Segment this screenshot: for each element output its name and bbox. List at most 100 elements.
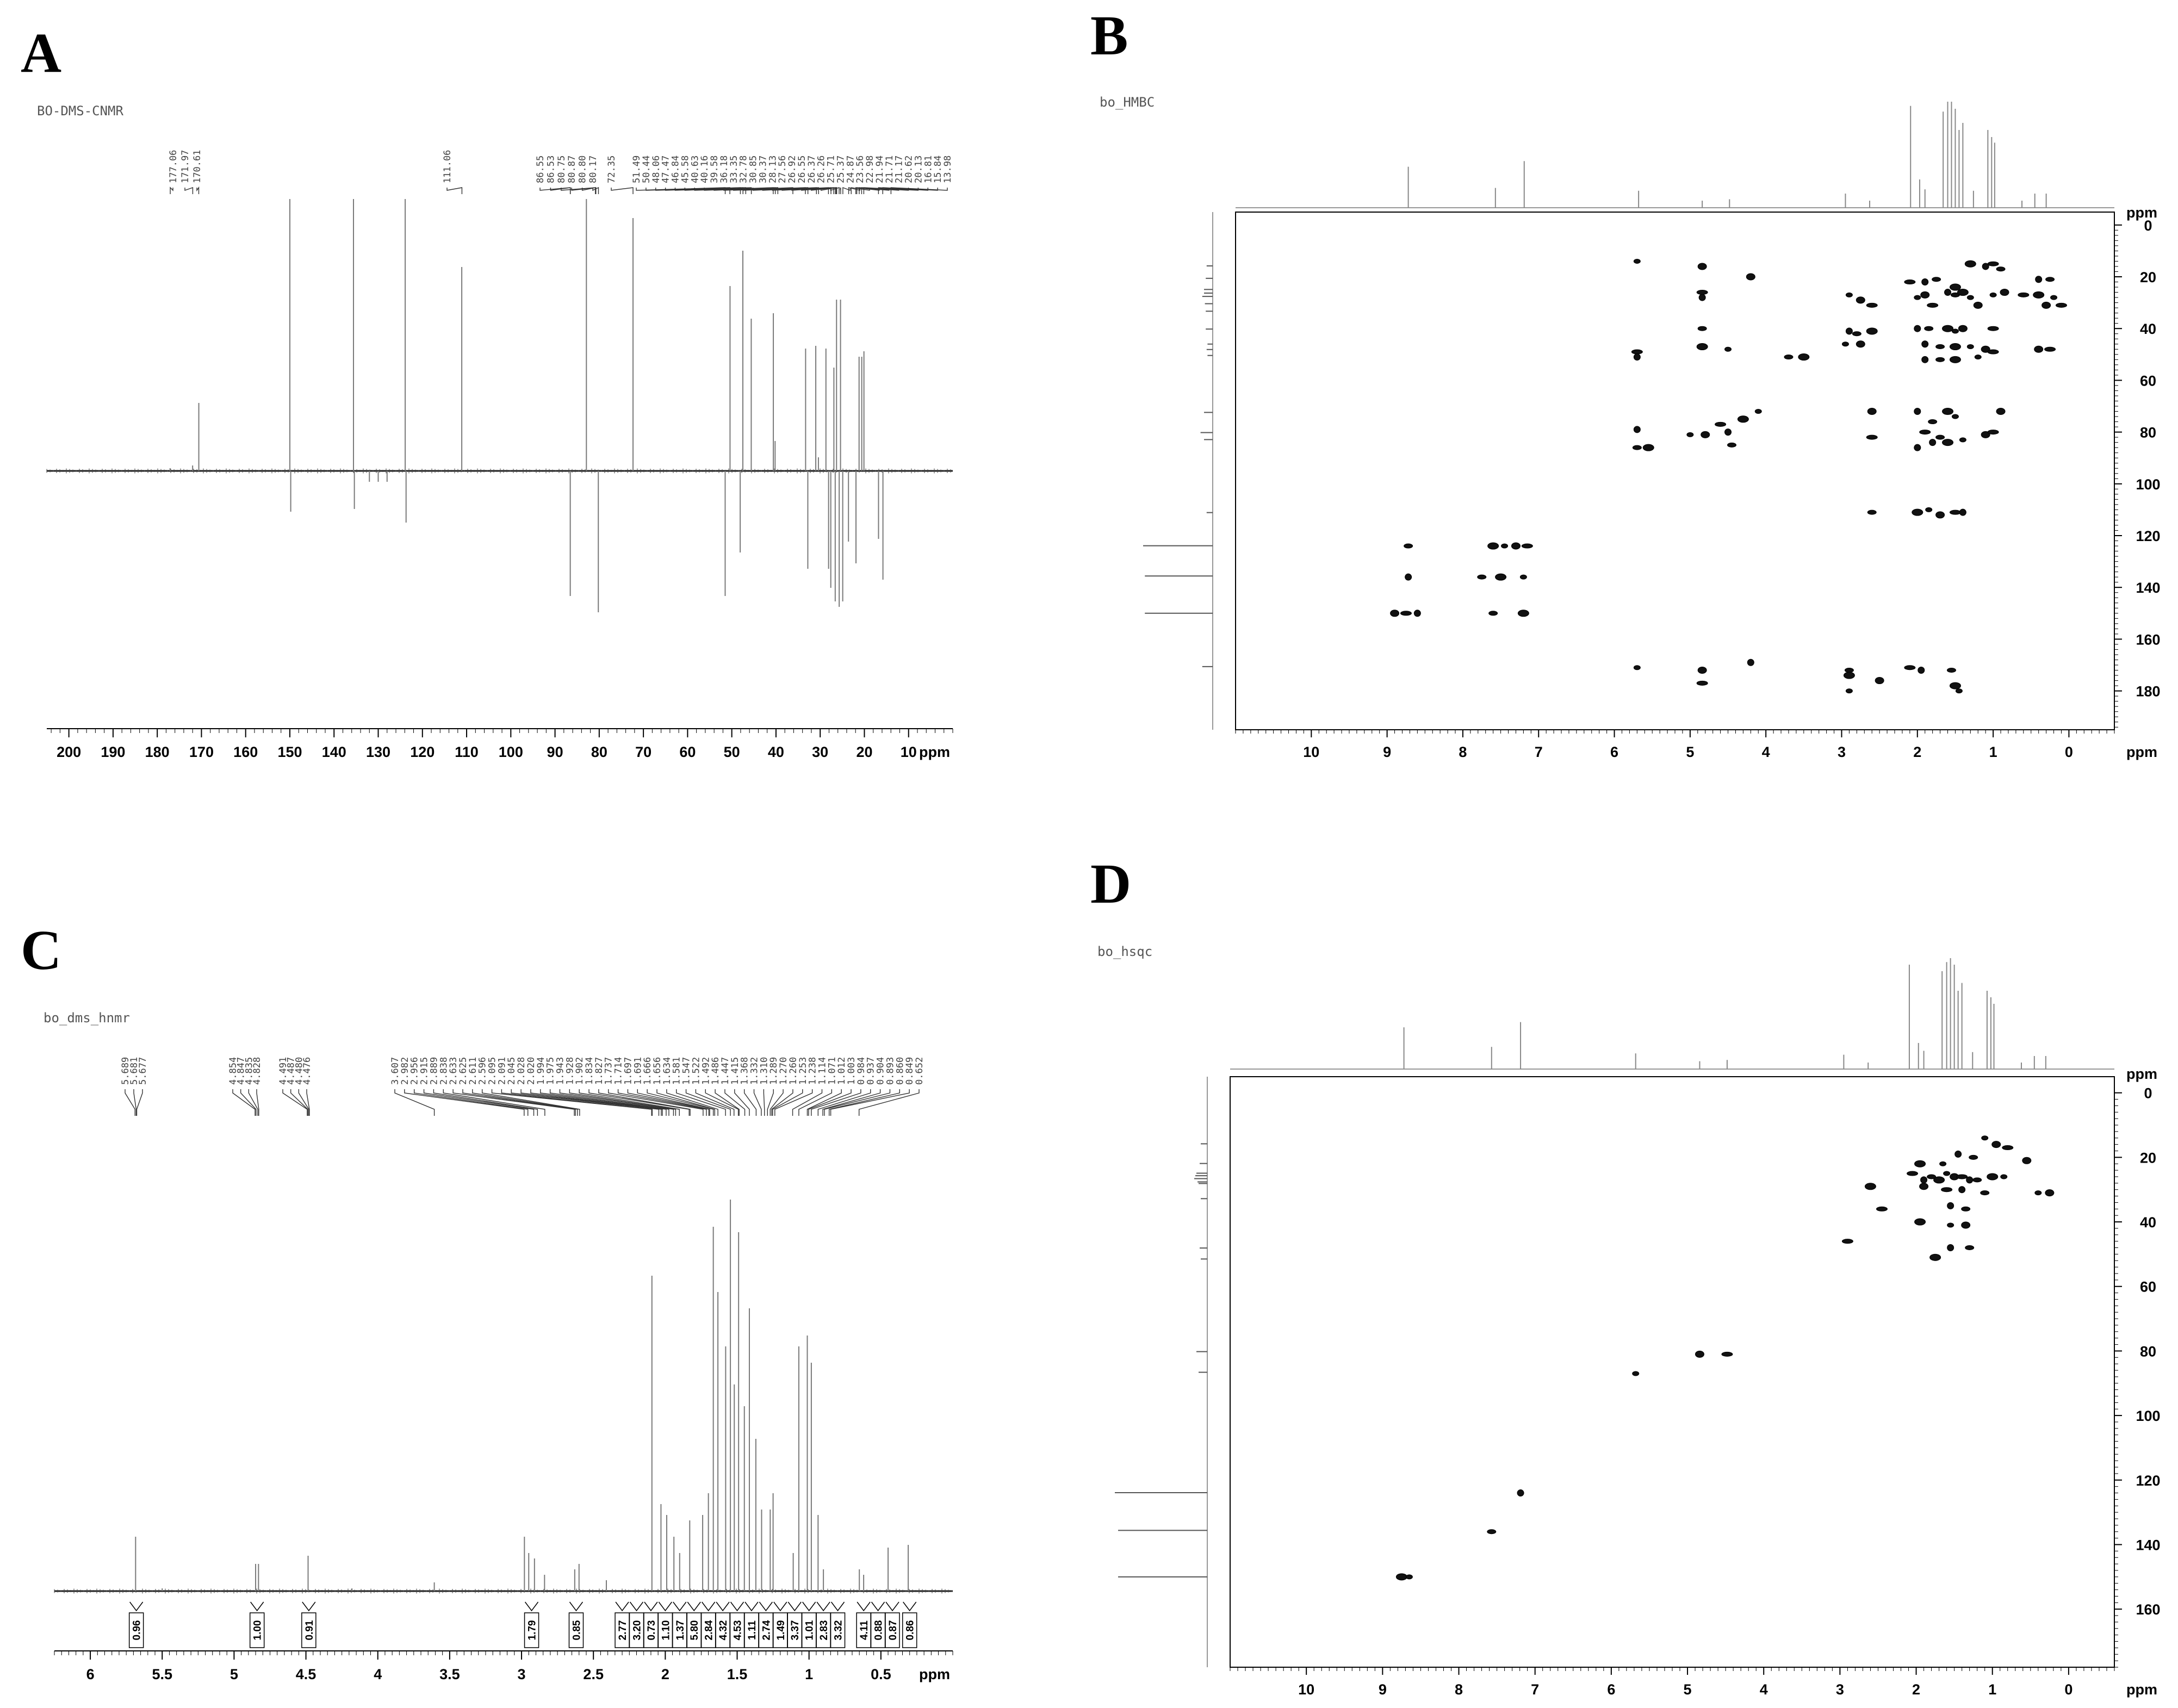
peak-pick-line [882,187,938,194]
y-tick-label: 100 [2136,476,2160,493]
peak-pick-label: 30.37 [758,156,768,183]
x-tick-label: 3.5 [439,1666,460,1682]
y-tick-label: 20 [2140,269,2156,285]
peak-pick-label: 2.982 [400,1057,411,1085]
peak-pick-line [184,187,194,194]
cross-peak [1956,1174,1968,1179]
cross-peak [1949,356,1961,363]
peak-pick-label: 47.47 [661,156,672,183]
cross-peak [1935,344,1945,350]
cross-peak [1929,1253,1941,1261]
integral-bracket [250,1601,264,1612]
peak-pick-line [824,1089,891,1116]
integral-value: 0.86 [905,1620,916,1641]
cross-peak [1867,510,1877,515]
cross-peak [1924,326,1934,331]
x-tick-label: 8 [1455,1681,1463,1698]
peak-pick-line [656,1089,715,1116]
cross-peak [1941,1187,1953,1193]
cross-peak [1943,1171,1951,1176]
cross-peak [1961,1206,1971,1212]
x-axis-label: ppm [919,1666,950,1682]
integral-bracket [644,1601,658,1612]
cross-peak [1912,508,1923,516]
x-tick-label: 10 [1298,1681,1314,1698]
cross-peak [1904,665,1916,670]
peak-pick-line [598,1089,691,1116]
peak-pick-line [394,1089,435,1116]
peak-pick-label: 26.37 [806,156,817,183]
peak-pick-label: 26.92 [787,156,798,183]
cross-peak [1966,295,1974,300]
peak-pick-label: 111.06 [442,150,453,183]
cross-peak [2035,276,2043,283]
peak-pick-line [443,1089,545,1116]
cross-peak [1966,344,1974,350]
cross-peak [1390,610,1400,617]
cross-peak [1701,431,1710,438]
peak-pick-line [771,1089,793,1116]
y-tick-label: 100 [2136,1408,2160,1424]
integral-bracket [302,1601,316,1612]
cross-peak [1866,327,1878,335]
x-axis-label: ppm [2126,1681,2157,1698]
cross-peak [1914,1218,1926,1226]
x-tick-label: 120 [410,744,435,760]
cross-peak [1405,1574,1413,1580]
cross-peak [2002,1145,2014,1151]
peak-pick-label: 2.956 [409,1057,420,1085]
peak-pick-label: 21.17 [894,156,905,183]
cross-peak [1686,432,1694,437]
cross-peak [1935,434,1945,440]
peak-pick-line [433,1089,538,1116]
integral-value: 3.20 [631,1620,643,1641]
integral-box [615,1612,630,1648]
cross-peak [1746,273,1755,281]
x-tick-label: 140 [322,744,346,760]
cross-peak [1935,357,1945,362]
x-tick-label: 9 [1383,744,1391,760]
integral-bracket [744,1601,759,1612]
peak-pick-line [298,1089,309,1116]
y-tick-label: 40 [2140,1214,2156,1231]
peak-pick-line [647,1089,714,1116]
integral-value: 1.37 [675,1620,686,1641]
cross-peak [1946,668,1956,673]
peak-pick-label: 2.633 [448,1057,459,1085]
peak-pick-line [858,1089,920,1116]
y-axis-label: ppm [2126,204,2157,221]
peak-pick-label: 2.091 [497,1057,507,1085]
peak-pick-line [540,1089,667,1116]
y-tick-label: 120 [2136,1473,2160,1489]
peak-pick-label: 1.666 [642,1057,653,1085]
x-tick-label: 2 [661,1666,669,1682]
integral-value: 1.10 [660,1620,672,1641]
integral-value: 2.83 [818,1620,830,1641]
cross-peak [1914,295,1921,300]
peak-pick-line [472,1089,578,1116]
peak-pick-label: 1.447 [720,1057,731,1085]
peak-pick-line [828,1089,900,1116]
cross-peak [1501,543,1509,549]
peak-pick-label: 1.581 [672,1057,682,1085]
cross-peak [1947,1202,1954,1209]
peak-pick-label: 80.17 [588,156,599,183]
peak-pick-line [637,1089,710,1116]
peak-pick-label: 36.18 [719,156,730,183]
peak-pick-label: 30.85 [748,156,759,183]
peak-pick-label: 1.827 [594,1057,605,1085]
peak-pick-label: 25.37 [835,156,846,183]
peak-pick-line [559,1089,674,1116]
peak-pick-label: 5.677 [138,1057,148,1085]
peak-pick-label: 1.415 [730,1057,741,1085]
cross-peak [1784,355,1794,360]
cross-peak [1947,1222,1954,1228]
cross-peak [1867,408,1877,415]
peak-pick-line [705,1089,739,1116]
peak-pick-line [511,1089,660,1116]
peak-pick-line [762,187,819,194]
panel-label-a: A [21,22,61,84]
peak-pick-label: 32.78 [739,156,749,183]
